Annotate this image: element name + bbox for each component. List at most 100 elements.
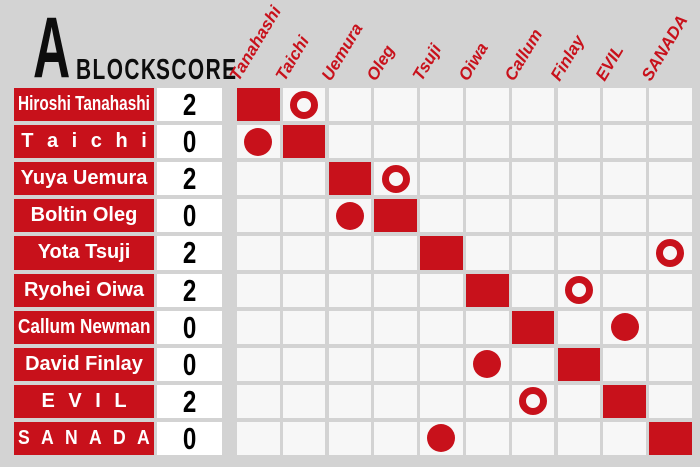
grid-cell-evil-vs-tsuji [420,384,463,418]
column-header-oleg: Oleg [363,41,399,84]
grid-cell-yuyauemura-vs-tsuji [420,162,463,196]
wrestler-name: S A N A D A [18,426,150,449]
row-score-6: 2 [157,272,222,308]
filled-circle-icon [427,424,456,453]
column-header-evil: EVIL [592,41,628,84]
filled-circle-icon [335,201,364,230]
column-header-tsuji: Tsuji [408,40,446,84]
grid-cell-sanada-vs-evil [603,421,646,456]
row-score-7: 0 [157,309,222,345]
grid-cell-sanada-vs-tsuji [420,421,463,456]
wrestler-name: Yuya Uemura [20,167,148,190]
grid-cell-ryoheioiwa-vs-sanada [649,273,692,307]
open-circle-icon [290,90,319,119]
grid-cell-hiroshitanahashi-vs-oiwa [466,88,509,122]
grid-cell-hiroshitanahashi-vs-finlay [557,88,601,122]
grid-cell-yotatsuji-vs-sanada [649,236,692,270]
grid-cell-hiroshitanahashi-vs-evil [603,88,646,122]
grid-cell-boltinoleg-vs-evil [603,199,646,233]
filled-circle-icon [244,127,273,156]
grid-cell-boltinoleg-vs-tanahashi [237,199,280,233]
grid-cell-davidfinlay-vs-sanada [649,347,692,381]
column-header-uemura: Uemura [317,19,367,85]
grid-cell-ryoheioiwa-vs-tsuji [420,273,463,307]
grid-cell-yuyauemura-vs-tanahashi [237,162,280,196]
score-value: 2 [182,161,197,197]
grid-cell-boltinoleg-vs-oiwa [466,199,509,233]
grid-cell-yotatsuji-vs-callum [511,236,555,270]
grid-cell-taichi-vs-oleg [374,125,417,159]
wrestler-name: T a i c h i [21,130,147,153]
block-label: BLOCK [76,54,158,86]
column-header-finlay: Finlay [546,32,588,84]
grid-cell-davidfinlay-vs-tanahashi [237,347,280,381]
wrestler-name: Callum Newman [17,315,151,338]
grid-cell-ryoheioiwa-vs-evil [603,273,646,307]
row-score-4: 0 [157,199,222,233]
grid-cell-boltinoleg-vs-sanada [649,199,692,233]
filled-circle-icon [473,350,502,379]
row-name-7: Callum Newman [14,310,154,344]
grid-cell-yuyauemura-vs-taichi [282,162,326,196]
score-value: 2 [182,383,197,419]
column-header-sanada: SANADA [637,11,692,84]
grid-cell-evil-vs-evil [603,384,646,418]
score-value: 2 [182,272,197,308]
score-value: 0 [182,346,197,382]
row-score-10: 0 [157,421,222,456]
row-name-4: Boltin Oleg [14,199,154,233]
grid-cell-sanada-vs-taichi [282,421,326,456]
grid-cell-boltinoleg-vs-finlay [557,199,601,233]
grid-cell-yotatsuji-vs-taichi [282,236,326,270]
row-name-2: T a i c h i [14,125,154,159]
grid-cell-evil-vs-tanahashi [237,384,280,418]
grid-cell-evil-vs-sanada [649,384,692,418]
row-score-8: 0 [157,346,222,382]
grid-cell-callumnewman-vs-tanahashi [237,310,280,344]
grid-cell-callumnewman-vs-sanada [649,310,692,344]
grid-cell-davidfinlay-vs-uemura [328,347,372,381]
open-circle-icon [519,387,548,416]
grid-cell-evil-vs-oleg [374,384,417,418]
grid-cell-callumnewman-vs-oiwa [466,310,509,344]
score-value: 2 [182,235,197,271]
grid-cell-boltinoleg-vs-callum [511,199,555,233]
row-name-3: Yuya Uemura [14,162,154,196]
wrestler-name: Hiroshi Tanahashi [18,93,150,116]
open-circle-icon [656,238,685,267]
grid-cell-boltinoleg-vs-taichi [282,199,326,233]
grid-cell-davidfinlay-vs-callum [511,347,555,381]
grid-cell-yotatsuji-vs-tanahashi [237,236,280,270]
wrestler-name: Boltin Oleg [30,204,138,227]
grid-cell-boltinoleg-vs-uemura [328,199,372,233]
grid-cell-davidfinlay-vs-evil [603,347,646,381]
grid-cell-taichi-vs-finlay [557,125,601,159]
grid-cell-taichi-vs-callum [511,125,555,159]
row-name-9: E V I L [14,384,154,418]
row-name-10: S A N A D A [14,421,154,456]
grid-cell-hiroshitanahashi-vs-sanada [649,88,692,122]
grid-cell-boltinoleg-vs-tsuji [420,199,463,233]
grid-cell-taichi-vs-tsuji [420,125,463,159]
row-score-2: 0 [157,125,222,159]
grid-cell-sanada-vs-tanahashi [237,421,280,456]
filled-circle-icon [610,313,639,342]
grid-cell-ryoheioiwa-vs-uemura [328,273,372,307]
grid-cell-hiroshitanahashi-vs-oleg [374,88,417,122]
grid-cell-davidfinlay-vs-taichi [282,347,326,381]
grid-cell-yuyauemura-vs-finlay [557,162,601,196]
grid-cell-evil-vs-uemura [328,384,372,418]
wrestler-name: E V I L [41,389,127,412]
grid-cell-evil-vs-taichi [282,384,326,418]
row-name-6: Ryohei Oiwa [14,273,154,307]
grid-cell-hiroshitanahashi-vs-tanahashi [237,88,280,122]
row-score-1: 2 [157,88,222,122]
grid-cell-yuyauemura-vs-oiwa [466,162,509,196]
grid-cell-taichi-vs-taichi [282,125,326,159]
grid-cell-boltinoleg-vs-oleg [374,199,417,233]
grid-cell-taichi-vs-tanahashi [237,125,280,159]
grid-cell-davidfinlay-vs-oleg [374,347,417,381]
score-value: 0 [182,309,197,345]
grid-cell-ryoheioiwa-vs-oiwa [466,273,509,307]
grid-cell-hiroshitanahashi-vs-uemura [328,88,372,122]
